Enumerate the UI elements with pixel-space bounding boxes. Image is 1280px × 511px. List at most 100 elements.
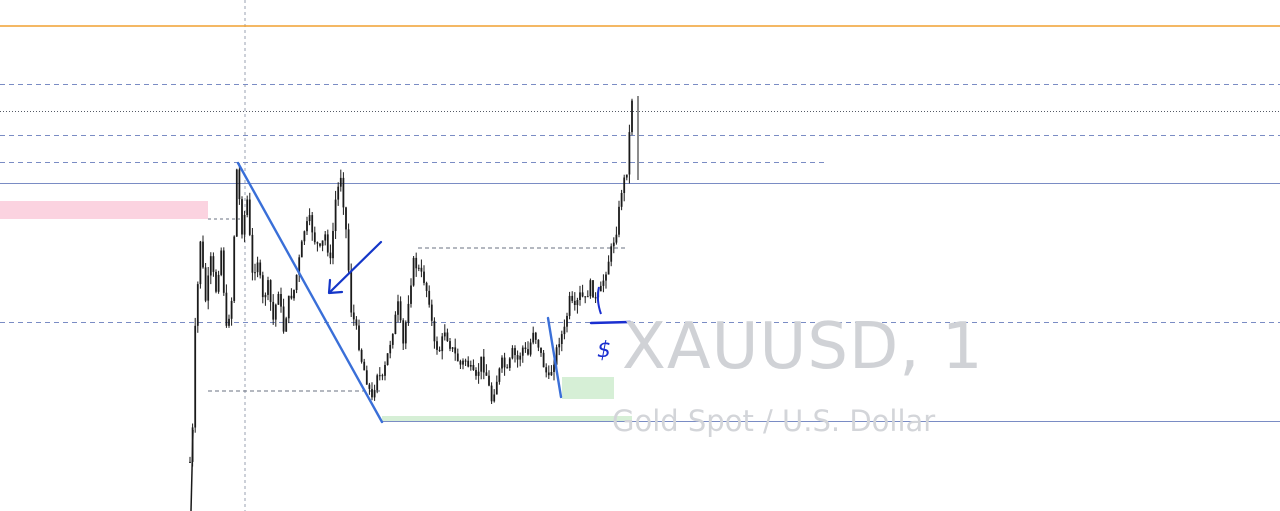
supply-zone-pink	[0, 201, 208, 219]
demand-zone-green	[562, 377, 614, 399]
candle-body	[209, 256, 212, 276]
candle-body	[391, 334, 394, 345]
candle-body	[423, 271, 425, 283]
candle-body	[519, 355, 522, 360]
candle-body	[339, 177, 342, 187]
candle-body	[345, 207, 347, 230]
candle-body	[503, 357, 506, 368]
candle-body	[540, 347, 542, 353]
candle-body	[199, 241, 202, 285]
candle-body	[415, 257, 418, 269]
candle-body	[256, 262, 259, 273]
drawing-downtrend-leg	[236, 161, 384, 424]
candle-body	[584, 296, 587, 298]
candle-body	[501, 357, 503, 369]
candle-body	[506, 367, 509, 369]
candle-body	[576, 300, 579, 306]
candle-body	[529, 342, 532, 355]
candle-body	[599, 285, 602, 292]
candle-body	[404, 322, 407, 344]
candle-body	[204, 267, 207, 301]
candle-body	[456, 353, 459, 362]
candle-body	[368, 384, 371, 389]
candle-body	[573, 300, 576, 305]
description-watermark: Gold Spot / U.S. Dollar	[612, 404, 936, 438]
candle-body	[534, 332, 537, 340]
candle-body	[326, 234, 329, 253]
candle-body	[217, 274, 220, 292]
candle-body	[438, 349, 441, 352]
candle-body	[625, 174, 628, 178]
candle-body	[228, 318, 230, 326]
candle-body	[586, 296, 589, 298]
candle-body	[282, 306, 285, 332]
candle-body	[402, 320, 405, 344]
candle-body	[579, 292, 581, 300]
candle-spike-low	[190, 429, 194, 511]
candle-body	[215, 271, 217, 292]
candle-body	[373, 390, 376, 398]
symbol-watermark: XAUUSD, 1	[622, 310, 984, 384]
candle-body	[303, 231, 306, 242]
candle-body	[623, 177, 626, 193]
candle-body	[358, 325, 360, 350]
candle-body	[566, 315, 568, 327]
candle-body	[300, 241, 303, 258]
candle-body	[558, 344, 561, 348]
zones-layer	[0, 201, 632, 422]
candle-body	[451, 347, 454, 349]
candle-body	[560, 334, 563, 344]
ink-tick	[596, 286, 602, 315]
candle-body	[334, 199, 337, 231]
candle-body	[443, 332, 446, 337]
candle-body	[488, 375, 490, 386]
candle-body	[295, 274, 298, 290]
candle-body	[430, 304, 433, 321]
ink-underline	[589, 320, 632, 325]
candle-body	[329, 252, 332, 259]
candle-body	[472, 365, 475, 370]
candle-body	[441, 336, 444, 352]
candle-body	[212, 256, 215, 272]
candle-body	[378, 375, 381, 377]
candle-body	[571, 295, 574, 301]
candle-body	[454, 347, 457, 354]
candle-body	[337, 186, 340, 200]
candle-body	[308, 215, 311, 222]
candle-body	[313, 232, 316, 243]
candle-body	[568, 295, 571, 316]
candle-body	[332, 231, 334, 259]
candle-body	[316, 242, 319, 244]
candle-body	[389, 344, 392, 354]
candle-body	[459, 361, 462, 365]
candle-body	[350, 270, 353, 313]
candle-body	[267, 280, 269, 295]
candle-body	[412, 257, 415, 286]
candle-body	[425, 282, 428, 291]
candle-body	[592, 280, 594, 298]
candle-body	[319, 243, 321, 246]
candle-body	[607, 261, 610, 275]
candle-body	[324, 234, 327, 241]
candle-body	[222, 250, 225, 293]
candle-body	[298, 257, 301, 275]
candle-body	[342, 177, 345, 208]
candle-body	[230, 301, 233, 319]
candle-body	[274, 304, 277, 320]
ink-dollar-mark: $	[597, 338, 611, 363]
candle-body	[516, 355, 519, 360]
candle-body	[553, 364, 555, 372]
candle-body	[225, 292, 228, 326]
candle-body	[360, 349, 363, 362]
candle-body	[246, 199, 249, 215]
candle-body	[498, 368, 501, 382]
drawing-arrow-head	[327, 278, 344, 295]
candle-body	[477, 371, 480, 376]
drawings-layer[interactable]: $	[236, 161, 632, 424]
candle-body	[293, 289, 295, 299]
candle-body	[589, 280, 592, 297]
candle-body	[433, 320, 436, 342]
candle-body	[545, 367, 548, 373]
candle-body	[259, 262, 262, 276]
